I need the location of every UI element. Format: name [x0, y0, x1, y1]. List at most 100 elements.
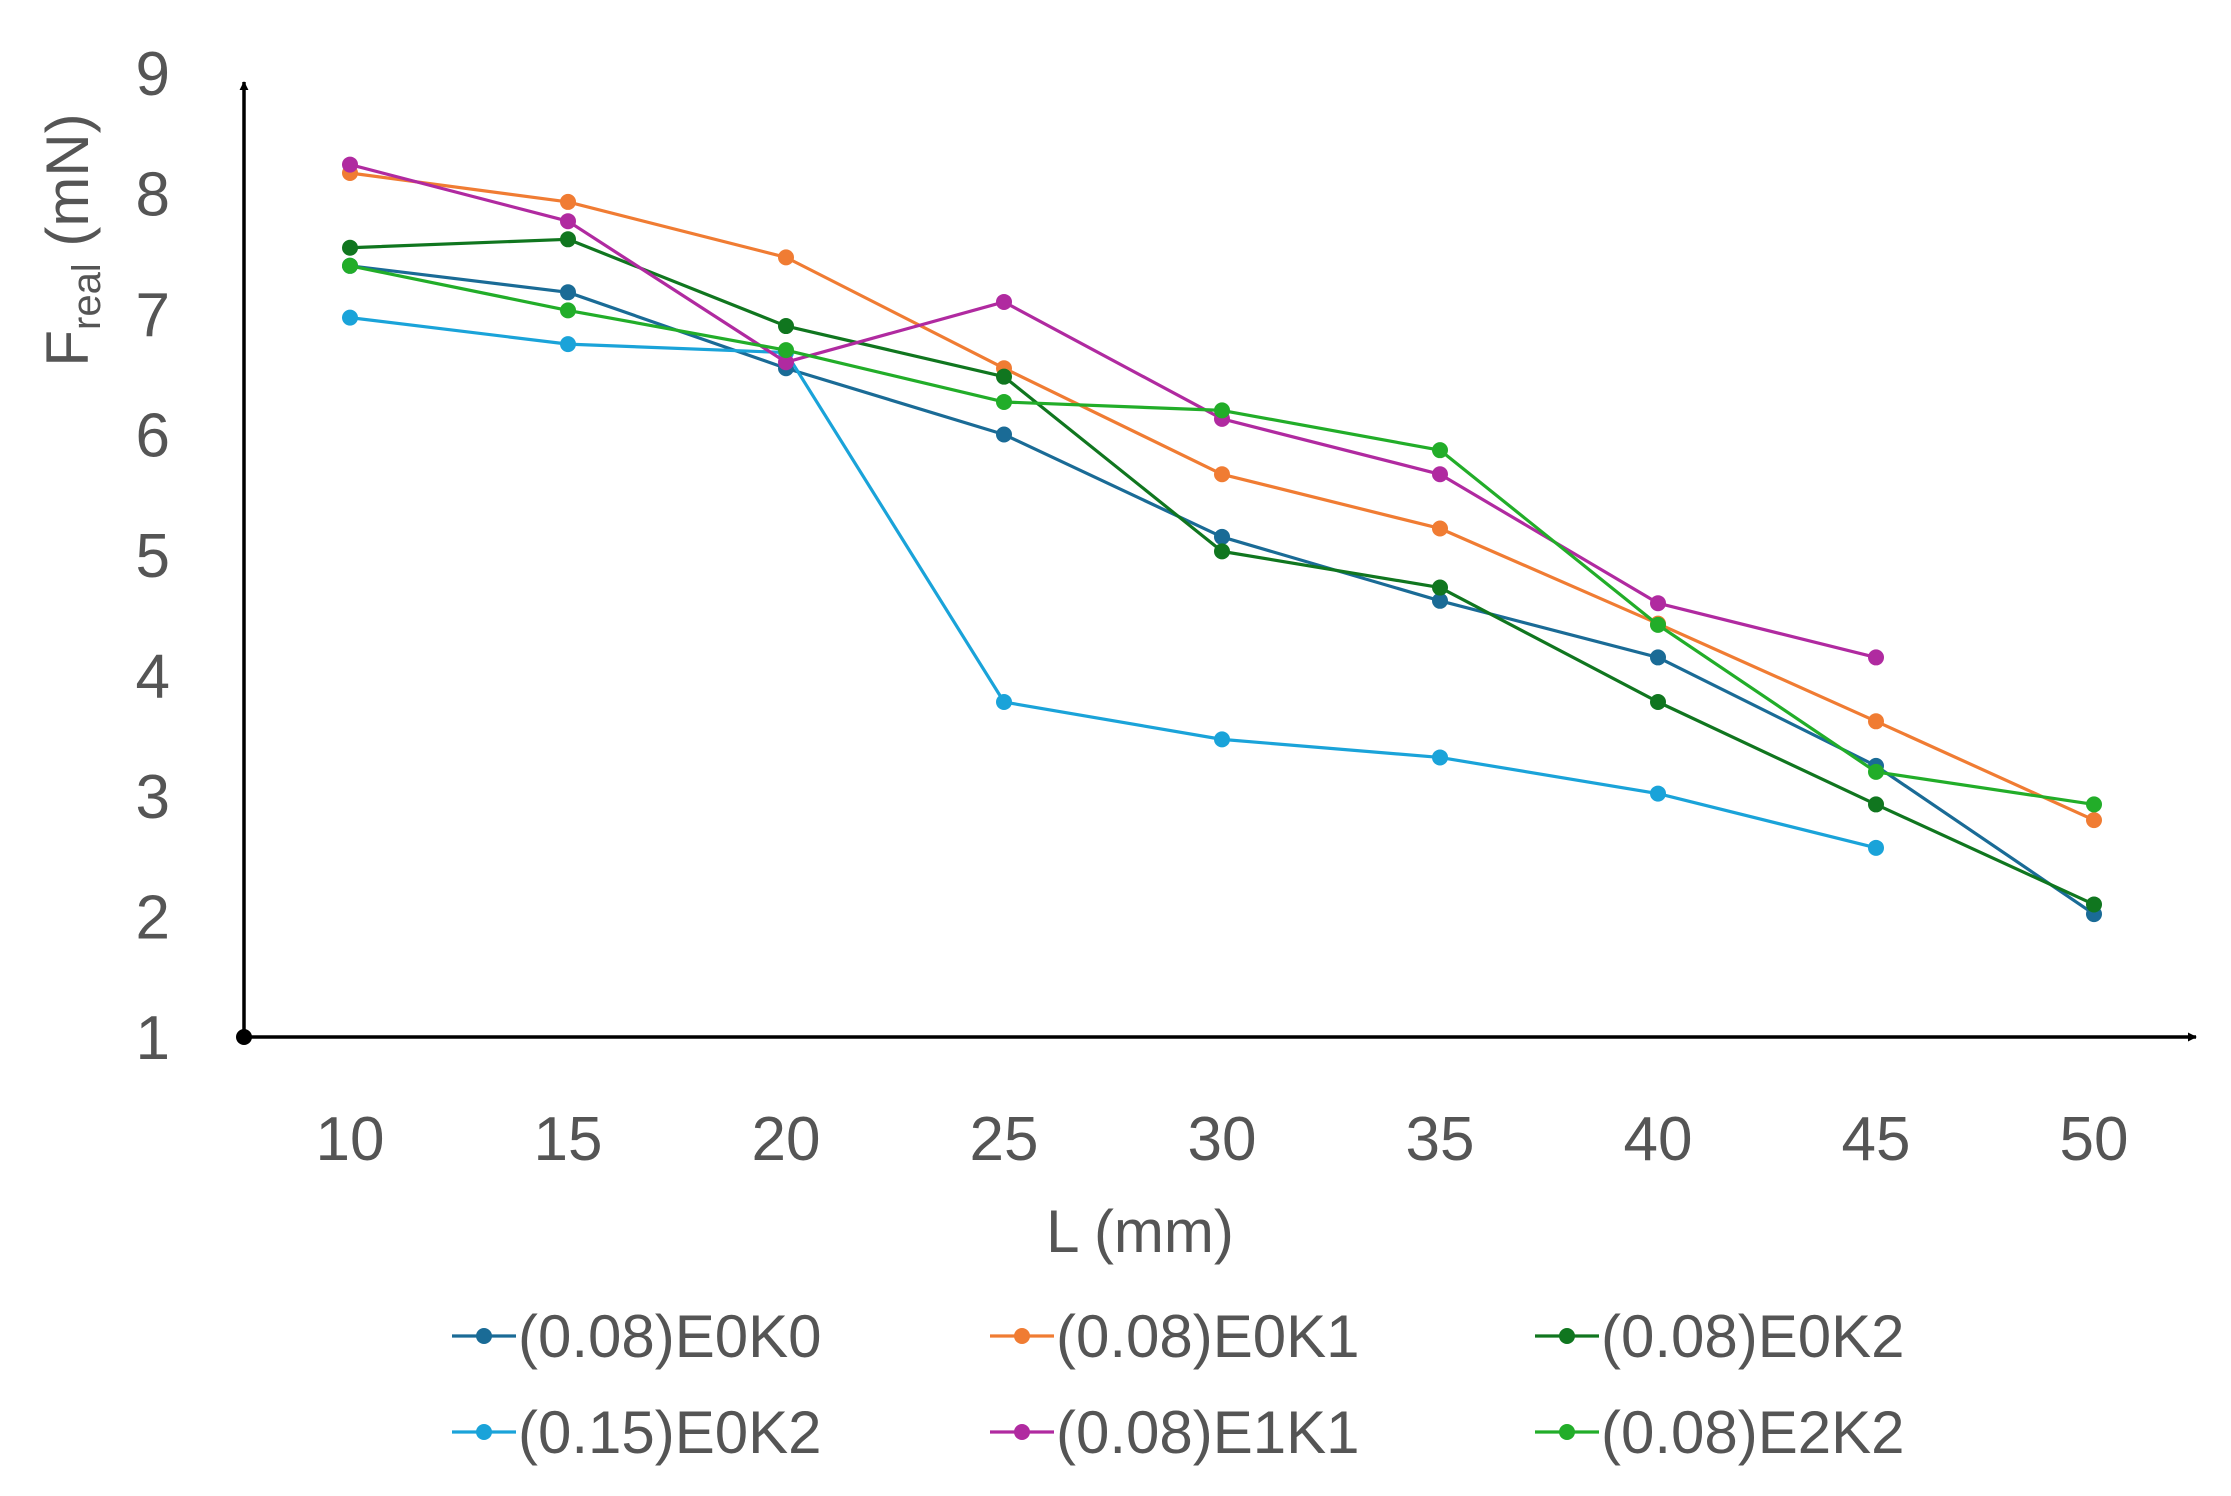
x-tick-label: 45	[1842, 1105, 1911, 1174]
data-point	[1868, 713, 1884, 730]
data-point	[560, 193, 576, 210]
x-tick-label: 10	[316, 1105, 385, 1174]
data-point	[1432, 749, 1448, 766]
data-point	[1432, 442, 1448, 459]
data-point	[560, 336, 576, 353]
data-point	[1214, 402, 1230, 419]
data-point	[1214, 466, 1230, 483]
series-(0.08)E0K2	[342, 231, 2102, 913]
data-point	[1650, 694, 1666, 711]
data-point	[1650, 595, 1666, 612]
x-tick-labels: 10 15 20 25 30 35 40 45 50	[316, 1105, 2129, 1174]
x-tick-label: 15	[534, 1105, 603, 1174]
series-line	[349, 237, 2095, 906]
series-(0.08)E0K1	[342, 165, 2102, 829]
data-point	[560, 213, 576, 230]
legend-label: (0.08)E0K2	[1601, 1303, 1905, 1370]
y-tick-label: 6	[136, 402, 170, 471]
data-point	[1214, 528, 1230, 545]
series-(0.08)E0K0	[342, 257, 2102, 923]
x-axis-title: L (mm)	[1046, 1198, 1234, 1265]
series-line	[349, 163, 1877, 659]
legend-swatch-marker	[1014, 1424, 1030, 1440]
data-point	[1432, 592, 1448, 609]
legend-swatch-marker	[1559, 1424, 1575, 1440]
data-point	[778, 354, 794, 371]
legend-label: (0.08)E0K0	[518, 1303, 822, 1370]
data-point	[778, 249, 794, 266]
legend-item: (0.15)E0K2	[452, 1399, 822, 1466]
data-point	[1432, 579, 1448, 596]
legend-item: (0.08)E0K0	[452, 1303, 822, 1370]
legend-swatch-marker	[476, 1424, 492, 1440]
data-point	[342, 239, 358, 256]
data-point	[1432, 466, 1448, 483]
data-point	[996, 368, 1012, 385]
data-point	[996, 393, 1012, 410]
legend-swatch-marker	[476, 1328, 492, 1344]
data-point	[1214, 731, 1230, 748]
y-tick-labels: 1 2 3 4 5 6 7 8 9	[136, 40, 170, 1073]
data-point	[1868, 796, 1884, 813]
legend-item: (0.08)E0K1	[990, 1303, 1360, 1370]
data-point	[996, 293, 1012, 310]
series-(0.15)E0K2	[342, 309, 1884, 856]
data-point	[2086, 796, 2102, 813]
data-point	[996, 426, 1012, 443]
legend-label: (0.08)E2K2	[1601, 1399, 1905, 1466]
y-axis-title-main: F	[34, 330, 101, 367]
series-line	[349, 264, 2095, 916]
data-point	[778, 342, 794, 359]
legend-item: (0.08)E0K2	[1535, 1303, 1905, 1370]
data-point	[778, 318, 794, 335]
data-point	[1868, 839, 1884, 856]
data-point	[342, 309, 358, 326]
y-tick-label: 9	[136, 40, 170, 109]
legend-swatch-marker	[1559, 1328, 1575, 1344]
y-axis-title-unit: (mN)	[34, 113, 101, 263]
data-point	[2086, 812, 2102, 829]
y-tick-label: 5	[136, 522, 170, 591]
y-tick-label: 3	[136, 763, 170, 832]
series-line	[349, 171, 2095, 822]
data-point	[342, 156, 358, 173]
y-tick-label: 4	[136, 643, 170, 712]
x-tick-label: 50	[2060, 1105, 2129, 1174]
data-point	[996, 694, 1012, 711]
y-tick-label: 8	[136, 161, 170, 230]
legend-item: (0.08)E1K1	[990, 1399, 1360, 1466]
x-tick-label: 20	[752, 1105, 821, 1174]
y-axis-title: Freal (mN)	[34, 113, 109, 366]
data-point	[1650, 785, 1666, 802]
legend: (0.08)E0K0 (0.08)E0K1 (0.08)E0K2 (0.15)E0K2…	[452, 1303, 1905, 1466]
legend-item: (0.08)E2K2	[1535, 1399, 1905, 1466]
x-tick-label: 25	[970, 1105, 1039, 1174]
y-tick-label: 2	[136, 884, 170, 953]
legend-label: (0.08)E1K1	[1056, 1399, 1360, 1466]
data-point	[560, 231, 576, 248]
axis-origin-dot	[236, 1029, 252, 1045]
data-point	[1868, 763, 1884, 780]
y-tick-label: 1	[136, 1004, 170, 1073]
x-tick-label: 30	[1188, 1105, 1257, 1174]
y-tick-label: 7	[136, 281, 170, 350]
x-tick-label: 35	[1406, 1105, 1475, 1174]
series-layer	[342, 156, 2102, 923]
data-point	[1214, 543, 1230, 560]
series-(0.08)E1K1	[342, 156, 1884, 666]
x-tick-label: 40	[1624, 1105, 1693, 1174]
y-axis-title-subscript: real	[65, 263, 109, 330]
legend-label: (0.15)E0K2	[518, 1399, 822, 1466]
data-point	[2086, 896, 2102, 913]
legend-swatch-marker	[1014, 1328, 1030, 1344]
data-point	[560, 302, 576, 319]
data-point	[342, 257, 358, 274]
data-point	[560, 284, 576, 301]
legend-label: (0.08)E0K1	[1056, 1303, 1360, 1370]
data-point	[1650, 649, 1666, 666]
data-point	[1868, 649, 1884, 666]
data-point	[1432, 520, 1448, 537]
data-point	[1650, 616, 1666, 633]
series-(0.08)E2K2	[342, 257, 2102, 813]
